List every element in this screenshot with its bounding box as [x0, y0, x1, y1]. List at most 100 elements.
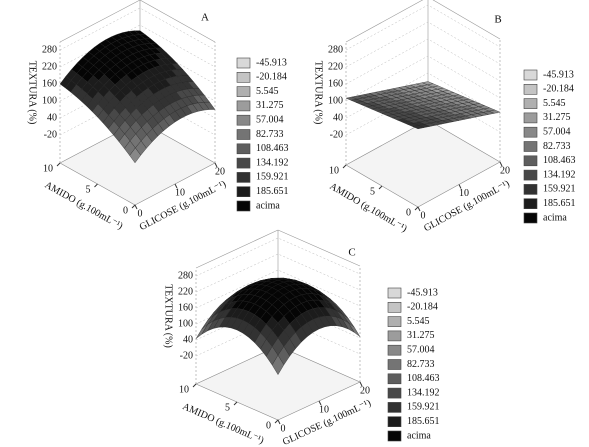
- z-tick-label: 280: [328, 44, 343, 55]
- z-axis-label: TEXTURA (%): [27, 61, 38, 125]
- y-tick-label: 5: [370, 186, 375, 197]
- legend-swatch: [523, 212, 538, 224]
- legend-label: 185.651: [407, 416, 440, 427]
- legend-label: -45.913: [543, 69, 574, 80]
- legend-swatch: [523, 69, 538, 81]
- tick: [131, 204, 136, 209]
- x-tick-label: 10: [175, 187, 185, 198]
- legend-swatch: [236, 200, 251, 212]
- z-tick-label: -20: [330, 129, 343, 140]
- legend-label: 108.463: [407, 373, 440, 384]
- legend-swatch: [387, 344, 402, 356]
- legend-label: 57.004: [256, 114, 284, 125]
- y-tick-label: 0: [406, 207, 411, 218]
- z-tick-label: -20: [44, 129, 57, 140]
- legend-swatch: [236, 129, 251, 140]
- legend-swatch: [387, 373, 402, 385]
- y-tick-label: 5: [86, 184, 91, 195]
- tick: [192, 383, 197, 388]
- legend-swatch: [387, 287, 402, 299]
- z-tick-label: 220: [42, 61, 57, 72]
- tick: [174, 183, 178, 189]
- legend-label: -45.913: [407, 287, 438, 298]
- legend-swatch: [387, 430, 402, 442]
- y-tick-label: 5: [225, 402, 230, 413]
- legend-label: 31.275: [256, 100, 284, 111]
- z-tick-label: 160: [328, 78, 343, 89]
- x-tick-label: 10: [459, 188, 469, 199]
- box-edge: [432, 0, 501, 40]
- z-tick-label: 40: [333, 112, 343, 123]
- legend-label: acima: [256, 200, 280, 211]
- legend-swatch: [387, 301, 402, 313]
- tick: [417, 206, 421, 212]
- z-tick-label: 160: [42, 78, 57, 89]
- legend-swatch: [523, 112, 538, 124]
- x-tick-label: 10: [319, 404, 329, 415]
- legend-swatch: [523, 84, 538, 95]
- x-tick-label: 20: [215, 166, 225, 177]
- tick: [277, 419, 281, 425]
- legend-label: 159.921: [407, 402, 440, 413]
- z-tick-label: 40: [183, 334, 193, 345]
- legend-label: 82.733: [256, 129, 284, 140]
- tick: [233, 401, 238, 406]
- surface-patch: [129, 147, 141, 164]
- grid-line: [345, 21, 501, 68]
- grid-line: [345, 4, 501, 51]
- legend-swatch: [236, 57, 251, 69]
- z-tick-label: 40: [47, 112, 57, 123]
- tick: [134, 204, 138, 210]
- panel-title: A: [201, 12, 209, 24]
- legend-label: acima: [543, 212, 567, 223]
- legend-label: 5.545: [543, 98, 566, 109]
- legend-swatch: [236, 172, 251, 183]
- x-tick-label: 0: [421, 210, 426, 221]
- z-tick-label: 280: [178, 270, 193, 281]
- tick: [214, 162, 218, 168]
- tick: [56, 162, 61, 167]
- legend-swatch: [236, 72, 251, 83]
- legend-label: -20.184: [407, 302, 438, 313]
- tick: [94, 183, 98, 188]
- tick: [458, 184, 462, 189]
- grid-line: [345, 72, 501, 119]
- legend-swatch: [236, 100, 251, 112]
- legend-swatch: [523, 98, 538, 109]
- legend-swatch: [236, 157, 251, 169]
- surface-patch: [271, 354, 285, 376]
- x-tick-label: 0: [138, 208, 143, 219]
- legend-label: 108.463: [256, 143, 289, 154]
- legend-swatch: [387, 387, 402, 399]
- z-tick-label: 100: [42, 95, 57, 106]
- legend-swatch: [236, 114, 251, 126]
- legend-label: -20.184: [256, 72, 287, 83]
- legend-swatch: [387, 330, 402, 342]
- legend-swatch: [387, 316, 402, 327]
- legend-label: 185.651: [543, 198, 576, 209]
- legend-label: 57.004: [543, 126, 571, 137]
- legend-label: 185.651: [256, 186, 289, 197]
- legend-label: acima: [407, 430, 431, 441]
- y-tick-label: 0: [123, 205, 128, 216]
- grid-line: [345, 38, 501, 85]
- box-edge: [277, 229, 361, 267]
- y-tick-label: 10: [43, 163, 53, 174]
- legend-label: 159.921: [256, 172, 289, 183]
- legend-label: 5.545: [407, 316, 430, 327]
- legend-swatch: [523, 126, 538, 138]
- legend-label: 134.192: [256, 157, 289, 168]
- legend-swatch: [236, 186, 251, 197]
- legend-label: 108.463: [543, 155, 576, 166]
- z-axis-label: TEXTURA (%): [163, 284, 174, 348]
- legend-label: 134.192: [407, 387, 440, 398]
- legend-swatch: [236, 86, 251, 97]
- legend-swatch: [523, 141, 538, 152]
- surface-patch: [412, 125, 425, 130]
- z-axis-label: TEXTURA (%): [313, 61, 324, 125]
- legend-label: 31.275: [543, 112, 571, 123]
- legend-swatch: [523, 155, 538, 167]
- legend-label: -45.913: [256, 57, 287, 68]
- z-tick-label: 100: [178, 318, 193, 329]
